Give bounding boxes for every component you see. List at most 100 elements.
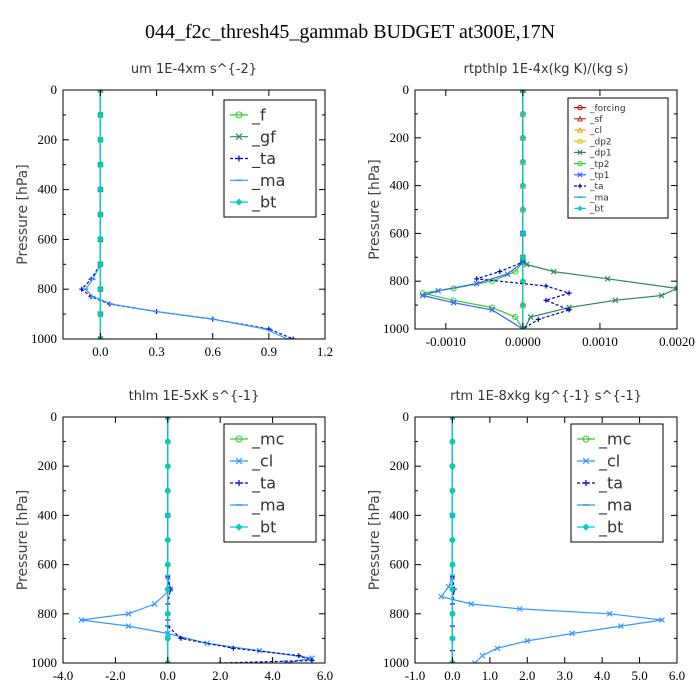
panel-title: rtm 1E-8xkg kg^{-1} s^{-1} xyxy=(450,389,642,404)
x-tick-label: 0.0 xyxy=(92,344,108,359)
legend-marker xyxy=(235,133,243,141)
legend-marker xyxy=(582,457,590,465)
data-point xyxy=(164,536,171,544)
legend-entry: _f xyxy=(251,106,266,126)
legend-marker xyxy=(577,149,583,156)
data-point xyxy=(449,586,456,593)
series-group xyxy=(438,417,665,663)
data-point xyxy=(97,236,104,243)
data-point xyxy=(97,90,104,93)
y-tick-label: 400 xyxy=(38,182,58,197)
data-point xyxy=(450,299,457,306)
data-point xyxy=(78,617,85,623)
data-point xyxy=(449,561,456,568)
data-point xyxy=(519,278,526,285)
legend-entry: _dp1 xyxy=(589,149,612,159)
data-point xyxy=(178,635,184,641)
data-point xyxy=(512,314,519,321)
data-point xyxy=(468,601,475,607)
data-point xyxy=(449,512,456,519)
data-point xyxy=(290,336,296,339)
data-point xyxy=(449,487,456,494)
data-point xyxy=(97,186,104,193)
legend-entry: _mc xyxy=(251,430,284,450)
legend-entry: _bt xyxy=(598,518,623,538)
x-tick-label: 2.0 xyxy=(212,668,228,683)
y-tick-label: 1000 xyxy=(31,331,57,346)
y-tick-label: 200 xyxy=(38,458,58,473)
data-point xyxy=(606,610,613,617)
data-point xyxy=(566,307,572,313)
y-tick-label: 800 xyxy=(390,273,410,288)
chart-panel-4: rtm 1E-8xkg kg^{-1} s^{-1} Pressure [hPa]… xyxy=(367,389,685,683)
data-point xyxy=(516,605,523,612)
data-point xyxy=(164,586,171,593)
legend-marker xyxy=(236,155,242,162)
y-tick-label: 600 xyxy=(38,231,58,246)
data-point xyxy=(449,417,456,420)
x-tick-label: 1.0 xyxy=(482,668,498,683)
y-tick-label: 800 xyxy=(38,606,58,621)
data-point xyxy=(97,211,104,218)
y-axis-label: Pressure [hPa] xyxy=(15,164,31,264)
y-tick-label: 400 xyxy=(38,507,58,522)
legend-entry: _tp1 xyxy=(589,171,609,181)
data-point xyxy=(519,110,526,117)
legend-marker xyxy=(236,480,242,486)
series-group xyxy=(78,417,315,663)
data-point xyxy=(449,463,456,470)
data-point xyxy=(543,297,549,303)
x-tick-label: 3.0 xyxy=(557,668,573,683)
data-point xyxy=(658,292,665,299)
data-point xyxy=(519,302,526,309)
x-tick-label: 2.0 xyxy=(519,668,535,683)
data-point xyxy=(97,261,104,268)
legend-entry: _cl xyxy=(598,452,620,472)
legend-marker xyxy=(576,126,584,133)
y-tick-label: 0 xyxy=(403,82,410,97)
x-tick-label: -1.0 xyxy=(405,668,426,683)
legend-marker xyxy=(235,523,243,531)
data-point xyxy=(519,182,526,189)
data-point xyxy=(497,269,503,275)
legend-marker xyxy=(582,523,590,531)
data-point xyxy=(164,463,171,470)
y-tick-label: 1000 xyxy=(383,321,409,336)
data-point xyxy=(612,297,619,304)
data-point xyxy=(164,512,171,519)
y-axis-label: Pressure [hPa] xyxy=(15,490,31,590)
data-point xyxy=(519,90,526,93)
legend-entry: _mc xyxy=(598,430,631,450)
legend: _mc_cl_ta_ma_bt xyxy=(570,423,664,543)
data-point xyxy=(519,230,526,237)
x-tick-label: 4.0 xyxy=(594,668,610,683)
data-point xyxy=(474,276,480,282)
data-point xyxy=(519,158,526,165)
data-point xyxy=(164,561,171,568)
data-point xyxy=(617,623,624,630)
data-point xyxy=(97,311,104,318)
legend-entry: _cl xyxy=(251,452,273,472)
x-tick-label: -0.0010 xyxy=(426,334,466,349)
x-tick-label: 6.0 xyxy=(669,668,685,683)
data-point xyxy=(449,610,456,617)
x-tick-label: 0.0020 xyxy=(659,334,695,349)
x-tick-label: 0.0 xyxy=(160,668,176,683)
x-tick-label: 0.0 xyxy=(444,668,460,683)
legend-entry: _tp2 xyxy=(589,160,609,170)
y-tick-label: 1000 xyxy=(31,655,57,670)
data-point xyxy=(494,645,501,652)
legend: _f_gf_ta_ma_bt xyxy=(223,99,317,218)
data-point xyxy=(449,438,456,445)
y-tick-label: 200 xyxy=(38,132,58,147)
y-tick-label: 600 xyxy=(390,225,410,240)
data-point xyxy=(519,254,526,261)
data-point xyxy=(125,610,132,617)
legend-entry: _cl xyxy=(589,126,602,136)
data-point xyxy=(569,630,576,637)
data-point xyxy=(449,635,456,642)
data-point xyxy=(512,268,519,275)
x-tick-label: -4.0 xyxy=(53,668,74,683)
data-point xyxy=(125,623,132,630)
